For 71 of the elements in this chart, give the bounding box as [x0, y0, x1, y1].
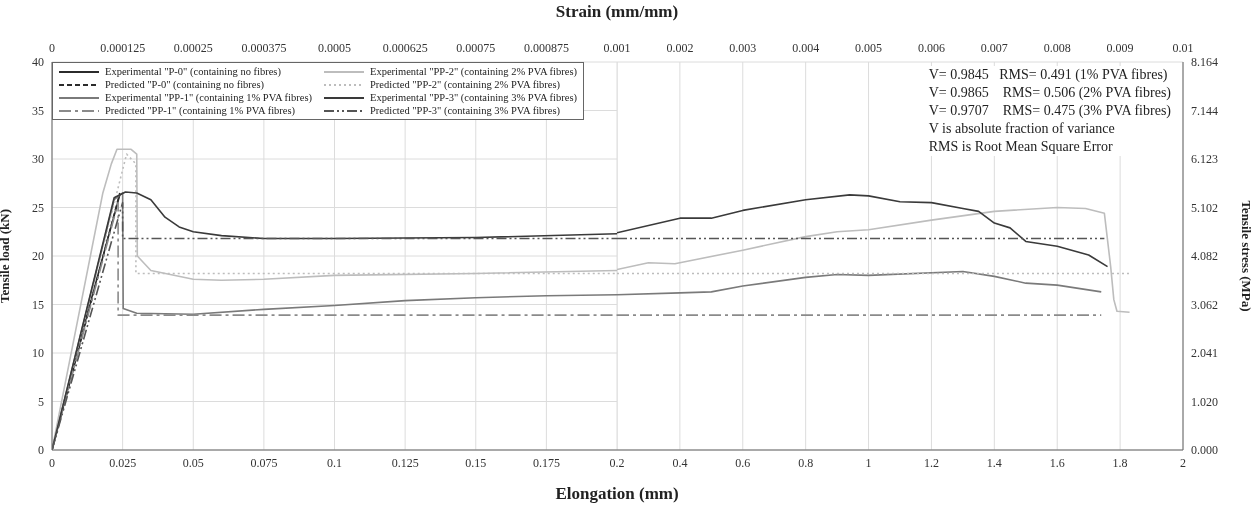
x2-tick-label: 0.00075 — [456, 41, 496, 55]
text: 0.000 — [1191, 443, 1218, 458]
x-tick-label: 0.125 — [391, 455, 419, 470]
x2-tick-label: 0.000375 — [241, 41, 287, 55]
x2-axis-title: Strain (mm/mm) — [554, 2, 680, 22]
x2-tick-label: 0.01 — [1172, 41, 1194, 55]
x2-tick-label: 0 — [49, 41, 55, 55]
annotation: V= 0.9707 RMS= 0.475 (3% PVA fibres) — [928, 102, 1171, 120]
y-tick-label: 0 — [38, 443, 44, 458]
x-tick-label: 0.15 — [465, 455, 487, 470]
text: 2.041 — [1191, 346, 1218, 361]
y-tick-label: 35 — [32, 103, 44, 118]
legend-label: Experimental "P-0" (containing no fibres) — [105, 65, 281, 78]
x-tick-label: 1.4 — [986, 455, 1002, 470]
x-axis-title: Elongation (mm) — [554, 484, 680, 504]
x-tick-label: 0 — [49, 455, 55, 470]
y-tick-label: 30 — [32, 152, 44, 167]
x2-tick-label: 0.006 — [917, 41, 945, 55]
annotation: V= 0.9845 RMS= 0.491 (1% PVA fibres) — [928, 66, 1169, 84]
x-tick-label: 1 — [865, 455, 872, 470]
y-tick-label: 5 — [38, 394, 44, 409]
text: 8.164 — [1191, 55, 1218, 70]
x-tick-label: 0.6 — [735, 455, 751, 470]
x2-tick-label: 0.005 — [855, 41, 883, 55]
x2-tick-label: 0.004 — [792, 41, 820, 55]
legend-label: Predicted "PP-2" (containing 2% PVA fibres) — [369, 78, 561, 91]
text: 1.020 — [1191, 394, 1218, 409]
x2-tick-label: 0.003 — [729, 41, 757, 55]
y-tick-label: 25 — [32, 200, 44, 215]
legend-label: Experimental "PP-3" (containing 3% PVA fibres) — [369, 91, 577, 104]
y-tick-label: 10 — [32, 346, 44, 361]
legend-label: Predicted "PP-1" (containing 1% PVA fibres) — [105, 104, 296, 117]
x-tick-label: 1.8 — [1112, 455, 1128, 470]
annotation: V= 0.9865 RMS= 0.506 (2% PVA fibres) — [928, 84, 1171, 102]
x-tick-label: 2 — [1180, 455, 1186, 470]
x-tick-label: 0.05 — [182, 455, 204, 470]
annotation: V is absolute fraction of variance — [928, 120, 1116, 138]
x2-tick-label: 0.009 — [1106, 41, 1134, 55]
x-tick-label: 0.025 — [109, 455, 137, 470]
x2-tick-label: 0.000125 — [100, 41, 146, 55]
x2-tick-label: 0.00025 — [173, 41, 213, 55]
x2-tick-label: 0.001 — [603, 41, 631, 55]
x-tick-label: 0.075 — [250, 455, 278, 470]
x-tick-label: 0.2 — [609, 455, 625, 470]
legend-label: Predicted "P-0" (containing no fibres) — [105, 78, 265, 91]
text: 6.123 — [1191, 152, 1218, 167]
x-tick-label: 0.4 — [672, 455, 688, 470]
x-tick-label: 1.2 — [923, 455, 939, 470]
x-tick-label: 0.1 — [327, 455, 342, 470]
legend-label: Experimental "PP-2" (containing 2% PVA fibres) — [369, 65, 577, 78]
legend-label: Experimental "PP-1" (containing 1% PVA fibres) — [105, 91, 312, 104]
text: 7.144 — [1191, 103, 1218, 118]
text: 3.062 — [1191, 297, 1218, 312]
y-tick-label: 40 — [32, 55, 44, 70]
x2-tick-label: 0.008 — [1043, 41, 1071, 55]
y-tick-label: 15 — [32, 297, 44, 312]
y-axis-title: Tensile load (kN) — [0, 208, 12, 304]
x2-tick-label: 0.000875 — [523, 41, 569, 55]
x-tick-label: 0.8 — [798, 455, 814, 470]
x2-tick-label: 0.002 — [666, 41, 694, 55]
x2-tick-label: 0.0005 — [318, 41, 351, 55]
annotation: RMS is Root Mean Square Error — [928, 138, 1114, 156]
y2-axis-title: Tensile stress (MPa) — [1239, 200, 1251, 312]
text: 5.102 — [1191, 200, 1218, 215]
x-tick-label: 1.6 — [1049, 455, 1065, 470]
legend-label: Predicted "PP-3" (containing 3% PVA fibres) — [369, 104, 561, 117]
x2-tick-label: 0.007 — [980, 41, 1008, 55]
x-tick-label: 0.175 — [532, 455, 560, 470]
x2-tick-label: 0.000625 — [382, 41, 428, 55]
y-tick-label: 20 — [32, 249, 44, 264]
text: 4.082 — [1191, 249, 1218, 264]
